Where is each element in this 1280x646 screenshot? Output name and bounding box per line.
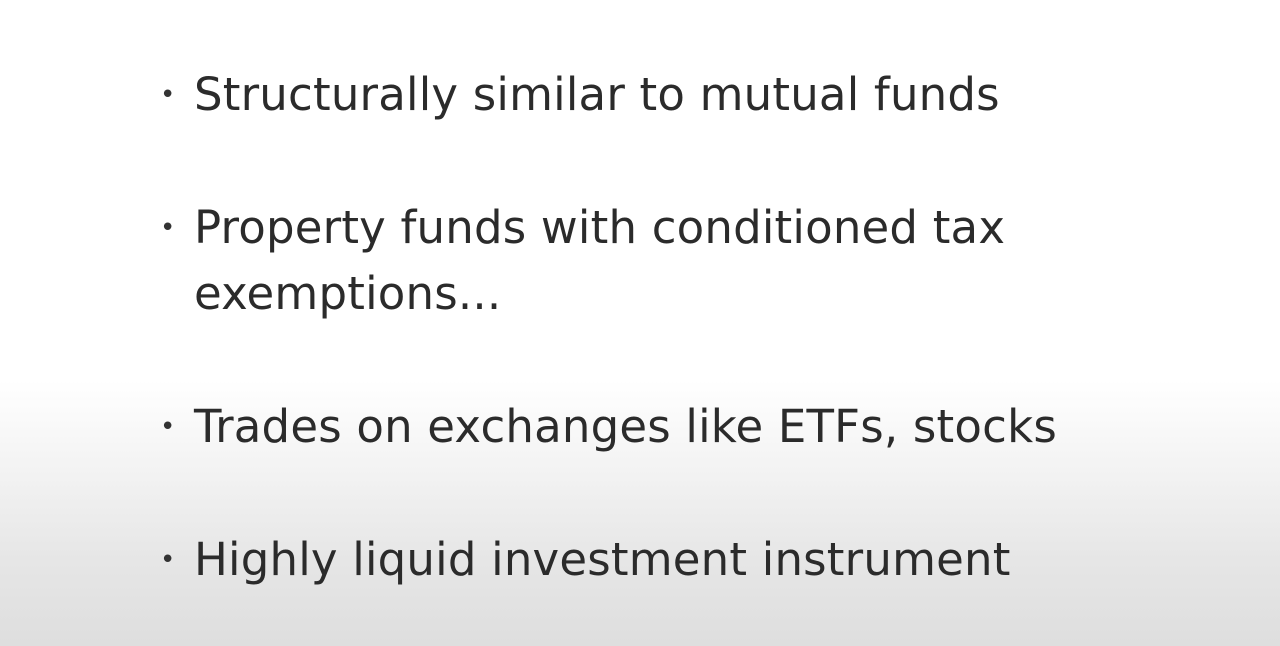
- bullet-text: Trades on exchanges like ETFs, stocks: [194, 400, 1057, 453]
- bullet-dot-icon: •: [160, 213, 176, 243]
- bullet-dot-icon: •: [160, 545, 176, 575]
- bullet-item: • Trades on exchanges like ETFs, stocks: [160, 394, 1160, 460]
- bullet-item: • Highly liquid investment instrument: [160, 527, 1160, 593]
- bullet-item: • Structurally similar to mutual funds: [160, 62, 1160, 128]
- bullet-text: Highly liquid investment instrument: [194, 533, 1011, 586]
- bullet-dot-icon: •: [160, 412, 176, 442]
- bullet-item: • Property funds with conditioned tax ex…: [160, 195, 1160, 327]
- bullet-text: Structurally similar to mutual funds: [194, 68, 1000, 121]
- bullet-text: Property funds with conditioned tax exem…: [194, 201, 1006, 320]
- bullet-dot-icon: •: [160, 80, 176, 110]
